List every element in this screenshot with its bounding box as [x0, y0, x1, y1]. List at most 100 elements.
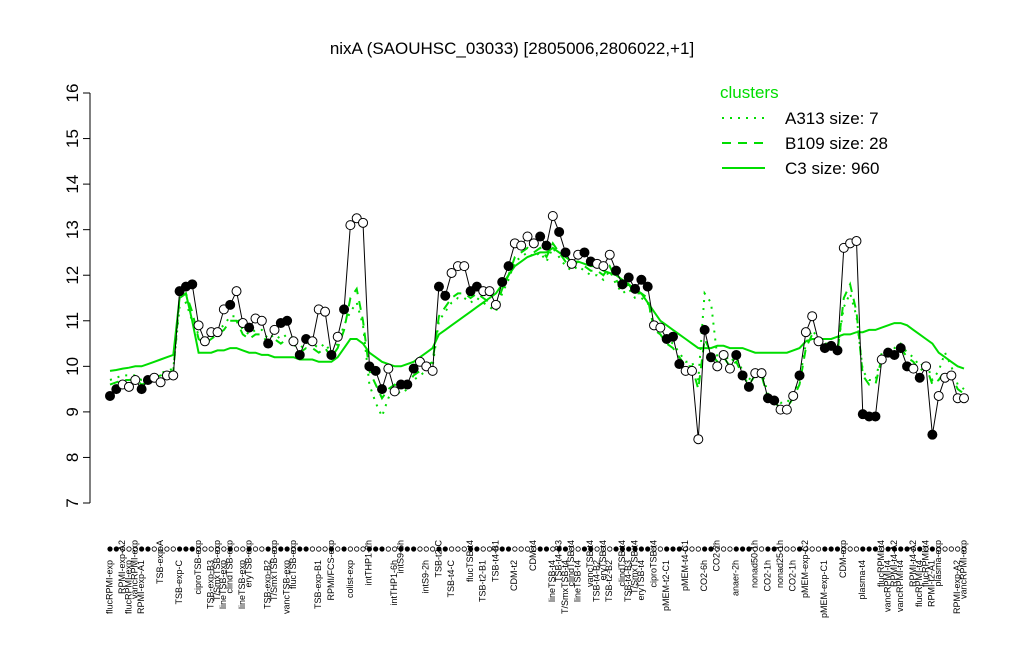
rug-dot: [910, 546, 916, 552]
rug-dot: [208, 546, 214, 552]
rug-dot: [721, 546, 727, 552]
rug-dot: [442, 546, 448, 552]
data-point: [788, 390, 799, 401]
rug-dot: [739, 546, 746, 552]
rug-dot: [398, 546, 404, 552]
data-point: [212, 327, 223, 338]
rug-dot: [796, 546, 803, 552]
data-point: [130, 375, 141, 385]
rug-dot: [872, 546, 879, 552]
x-tick-label: flucTSB-exp: [288, 540, 298, 589]
x-tick-label: T/SmxTSB-exp: [269, 540, 279, 601]
data-point: [497, 277, 508, 288]
x-tick-label: intS9-6h: [395, 540, 405, 574]
x-tick-label: TSB-t2-B2: [604, 560, 614, 602]
rug-dot: [518, 546, 524, 552]
data-point: [769, 395, 780, 406]
rug-dot: [120, 546, 126, 552]
data-point: [737, 370, 748, 381]
data-point: [193, 320, 204, 331]
data-point: [345, 220, 356, 231]
x-tick-label: TSB-exp-B3: [206, 560, 216, 609]
x-tick-label: TSB-t4-C: [446, 560, 456, 598]
data-point: [199, 336, 210, 347]
x-tick-label: clindTSB-exp: [225, 540, 235, 594]
data-point: [402, 379, 413, 390]
rug-dot: [392, 546, 398, 552]
x-tick-label: RPMI-t4-A2: [908, 540, 918, 587]
data-point: [870, 411, 881, 422]
rug-dot: [499, 546, 505, 552]
data-point: [686, 365, 697, 376]
x-tick-label: pMEM-t4-C1: [680, 540, 690, 591]
x-tick-label: TSB-exp-B1: [313, 560, 323, 609]
rug-dot: [322, 546, 328, 552]
rug-dot: [373, 546, 379, 552]
x-tick-label: RPMI-t2-A1: [927, 560, 937, 607]
data-point: [155, 377, 166, 388]
rug-dot: [683, 546, 689, 552]
data-point: [674, 359, 685, 370]
rug-dot: [714, 546, 720, 552]
data-point: [724, 363, 735, 374]
rug-dot: [752, 546, 758, 552]
x-tick-label: CO2-1h: [788, 560, 798, 592]
x-tick-label: CDM-exp: [838, 540, 848, 578]
rug-dot: [841, 546, 847, 552]
data-point: [503, 261, 514, 272]
data-point: [459, 261, 470, 272]
data-point: [383, 363, 394, 374]
rug-dot: [183, 546, 189, 552]
data-point: [895, 343, 906, 354]
rug-dot: [347, 546, 353, 552]
data-point: [718, 349, 729, 360]
y-tick-label: 9: [63, 407, 82, 416]
rug-dot: [708, 546, 714, 552]
rug-dot: [588, 546, 594, 552]
rug-dot: [214, 546, 221, 552]
x-tick-label: CO2-6h: [699, 560, 709, 592]
rug-dot: [550, 546, 556, 552]
rug-dot: [328, 546, 335, 552]
legend-title: clusters: [720, 83, 779, 102]
rug-dot: [543, 546, 550, 552]
rug-dot: [379, 546, 385, 552]
rug-dot: [537, 546, 543, 552]
data-point: [876, 354, 887, 365]
rug-dot: [259, 546, 265, 552]
rug-dot: [467, 546, 474, 552]
data-point: [623, 272, 634, 283]
x-tick-label: pMEM-t2-C1: [661, 560, 671, 611]
data-point: [705, 352, 716, 363]
x-tick-label: clindTSB-t4: [566, 540, 576, 587]
rug-dot: [303, 546, 309, 552]
x-tick-label: eryTSB-exp: [244, 540, 254, 588]
rug-dot: [879, 546, 885, 552]
rug-dot: [113, 546, 119, 552]
rug-dot: [638, 546, 644, 552]
x-tick-label: pMEM-exp-C1: [819, 560, 829, 618]
rug-dot: [366, 546, 372, 552]
rug-dot: [613, 546, 619, 552]
rug-dot: [923, 546, 929, 552]
rug-dot: [619, 546, 626, 552]
rug-dot: [436, 546, 442, 552]
rug-dot: [227, 546, 233, 552]
x-tick-label: ciproTSB-exp: [193, 540, 203, 595]
data-point: [440, 290, 451, 301]
rug-dot: [309, 546, 316, 552]
rug-dot: [461, 546, 467, 552]
x-tick-label: lineTSB-exp: [218, 560, 228, 609]
y-tick-label: 11: [63, 312, 82, 330]
x-tick-label: flucRPMI-t4: [920, 540, 930, 587]
data-point: [554, 226, 565, 237]
rug-dot: [651, 546, 657, 552]
data-point: [326, 349, 337, 360]
rug-dot: [891, 546, 898, 552]
data-point: [617, 279, 628, 290]
y-tick-label: 13: [63, 220, 82, 239]
x-tick-label: plasma-exp: [933, 540, 943, 587]
data-point: [490, 299, 501, 310]
rug-dot: [423, 546, 429, 552]
data-point: [636, 274, 647, 285]
